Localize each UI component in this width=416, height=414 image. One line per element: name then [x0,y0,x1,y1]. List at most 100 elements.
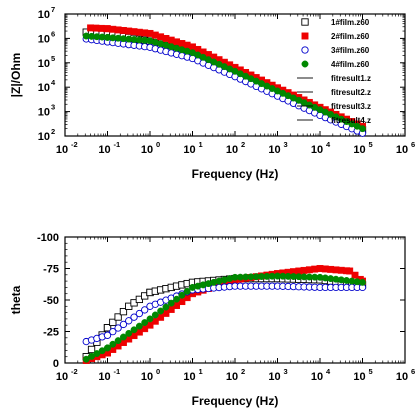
data-point [114,313,122,321]
x-tick-label: 10 [353,371,365,383]
legend-marker [301,18,309,26]
data-point [146,315,154,323]
x-tick-label: 10 [268,144,280,156]
x-tick-exponent: 3 [284,367,288,376]
data-point [103,324,112,332]
data-point [88,352,95,360]
x-tick-exponent: 3 [284,140,288,149]
x-tick-exponent: 4 [326,367,331,376]
legend-marker [301,46,309,54]
legend-label: 1#film.z60 [331,18,370,27]
legend-marker [301,32,309,40]
data-point [119,307,128,316]
x-tick-label: 10 [226,144,238,156]
x-tick-label: 10 [141,144,153,156]
data-point [103,331,112,339]
x-axis: 10 -2 10 -1 10 0 10 1 10 2 10 3 10 4 10 5 10 6 [56,14,415,156]
x-tick-label: 10 [141,371,153,383]
y-axis-title: theta [9,285,23,314]
data-point [359,125,366,133]
series-4#film.z60 [82,272,366,363]
data-point [109,328,117,336]
y-tick-exponent: 2 [51,127,55,136]
y-tick-label: -25 [43,327,59,339]
data-point [141,319,149,326]
y-tick-label: 10 [38,33,50,45]
x-tick-label: 10 [56,144,68,156]
x-tick-exponent: 2 [241,367,245,376]
y-tick-label: -50 [43,295,59,307]
y-axis-title: |Z|/Ohm [9,53,23,98]
data-point [98,347,106,355]
data-point [119,320,128,329]
x-tick-label: 10 [183,144,195,156]
x-tick-label: 10 [396,371,408,383]
x-axis-title: Frequency (Hz) [192,394,279,408]
y-tick-exponent: 7 [51,5,55,14]
y-tick-exponent: 6 [51,29,55,38]
data-point [151,311,159,319]
x-tick-exponent: -2 [71,140,78,149]
y-tick-exponent: 5 [51,54,55,63]
x-tick-label: 10 [311,371,323,383]
legend-label: fitresult3.z [331,102,371,111]
x-tick-label: 10 [226,371,238,383]
data-point [104,344,111,352]
data-point [119,333,127,341]
x-tick-exponent: 1 [199,367,203,376]
x-tick-exponent: 2 [241,140,245,149]
data-point [135,309,144,318]
data-point [93,350,101,358]
x-tick-exponent: 4 [326,140,331,149]
x-tick-exponent: 1 [199,140,203,149]
data-point [173,295,181,303]
legend-label: 4#film.z60 [331,60,370,69]
legend-marker [301,60,309,68]
x-tick-exponent: 5 [369,367,373,376]
x-axis: 10 -2 10 -1 10 0 10 1 10 2 10 3 10 4 10 5 10 6 [56,237,415,383]
data-point [114,324,122,332]
data-point [82,355,90,363]
y-tick-label: -100 [37,232,59,244]
data-point [167,299,175,307]
x-tick-label: 10 [98,144,110,156]
x-tick-exponent: -1 [114,367,121,376]
data-point [135,322,143,330]
data-point [351,271,359,279]
y-tick-exponent: 4 [51,78,56,87]
x-tick-exponent: 6 [411,367,415,376]
x-tick-exponent: -2 [71,367,78,376]
y-tick-label: 10 [38,131,50,143]
x-tick-exponent: 0 [156,367,160,376]
y-tick-exponent: 3 [51,103,55,112]
x-tick-exponent: -1 [114,140,121,149]
x-tick-exponent: 0 [156,140,160,149]
data-point [178,291,186,299]
x-tick-label: 10 [311,144,323,156]
y-tick-label: 10 [38,58,50,70]
legend: 1#film.z60 2#film.z60 3#film.z60 4#film.z60… [297,18,371,125]
y-tick-label: 10 [38,9,50,21]
data-point [109,318,117,327]
y-axis: 0 -25 -50 -75 -100 [37,232,405,370]
x-tick-label: 10 [56,371,68,383]
x-tick-label: 10 [268,371,280,383]
series-3#film.z60 [82,282,367,346]
x-tick-label: 10 [98,371,110,383]
x-tick-exponent: 5 [369,140,373,149]
x-tick-label: 10 [353,144,365,156]
legend-label: fitresult1.z [331,74,371,83]
legend-label: 2#film.z60 [331,32,370,41]
data-point [141,306,149,314]
x-tick-exponent: 6 [411,140,415,149]
data-point [109,340,117,348]
legend-label: 3#film.z60 [331,46,370,55]
x-tick-label: 10 [183,371,195,383]
data-point [125,317,133,325]
data-point [130,313,138,321]
y-tick-label: 0 [53,358,59,370]
